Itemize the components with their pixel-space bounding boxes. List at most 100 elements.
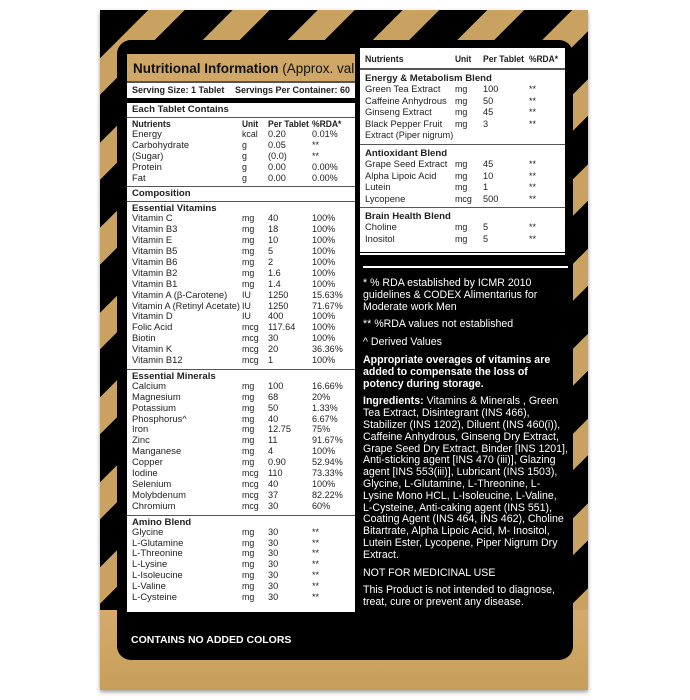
nutrient-rda: ** bbox=[312, 559, 320, 571]
blend-table: Nutrients Unit Per Tablet %RDA* Energy & Me… bbox=[360, 48, 565, 256]
nutrient-unit: IU bbox=[242, 311, 251, 323]
overages-note: Appropriate overages of vitamins are add… bbox=[363, 353, 551, 390]
nutrient-unit: mg bbox=[242, 570, 255, 582]
nutrient-unit: g bbox=[242, 139, 247, 151]
ingredients: Ingredients: Vitamins & Minerals , Green… bbox=[363, 395, 568, 561]
nutrient-name: Inositol bbox=[365, 233, 395, 245]
nutrient-unit: mg bbox=[242, 224, 255, 236]
nutrient-unit: g bbox=[242, 161, 247, 173]
nutrient-amount: 68 bbox=[268, 391, 279, 403]
nutrient-amount: 4 bbox=[268, 446, 274, 458]
nutrient-unit: mcg bbox=[242, 468, 259, 480]
nutrient-row: Calcium mg 100 16.66% bbox=[127, 380, 355, 393]
nutrient-rda: 100% bbox=[312, 311, 336, 323]
nutrient-name: Alpha Lipoic Acid bbox=[365, 170, 437, 182]
nutrient-unit: kcal bbox=[242, 129, 258, 140]
nutrient-unit: mg bbox=[455, 118, 468, 130]
divider bbox=[127, 117, 355, 118]
disclaimer: This Product is not intended to diagnose… bbox=[363, 584, 555, 609]
nutrient-row: Grape Seed Extract mg 45 ** bbox=[360, 159, 565, 171]
nutrient-name: Vitamin B3 bbox=[132, 224, 178, 236]
nutrient-amount: 0.00 bbox=[268, 172, 286, 184]
nutrient-rda: 100% bbox=[312, 213, 336, 225]
nutrient-row: Lutein mg 1 ** bbox=[360, 182, 565, 194]
divider bbox=[127, 201, 355, 203]
nutrient-name: Vitamin B2 bbox=[132, 267, 178, 279]
nutrient-rda: 15.63% bbox=[312, 289, 343, 301]
nutrient-unit: g bbox=[242, 150, 247, 162]
nutrient-row: L-Threonine mg 30 ** bbox=[127, 548, 355, 560]
nutrient-name: Copper bbox=[132, 457, 163, 469]
nutrient-row: Energy kcal 0.20 0.01% bbox=[127, 129, 355, 141]
nutrient-name: Zinc bbox=[132, 435, 150, 447]
nutrient-amount: 0.05 bbox=[268, 139, 286, 151]
section-heading: Essential Vitamins bbox=[132, 203, 217, 215]
nutrient-unit: mg bbox=[242, 267, 255, 279]
nutrient-name: Biotin bbox=[132, 333, 156, 345]
nutrient-name: Folic Acid bbox=[132, 322, 173, 334]
column-header: Per Tablet bbox=[483, 54, 525, 64]
nutrient-rda: ** bbox=[312, 581, 320, 593]
nutrient-row: Phosphorus^ mg 40 6.67% bbox=[127, 413, 355, 426]
nutrient-amount: 45 bbox=[483, 107, 494, 119]
nutrient-name: Vitamin C bbox=[132, 213, 173, 225]
nutrient-amount: 1250 bbox=[268, 300, 289, 312]
nutrient-row: Vitamin K mcg 20 36.36% bbox=[127, 344, 355, 356]
column-headers: Nutrients Unit Per Tablet %RDA* bbox=[360, 48, 565, 70]
nutrient-rda: 6.67% bbox=[312, 413, 338, 425]
nutrient-row: Protein g 0.00 0.00% bbox=[127, 161, 355, 174]
nutrient-amount: 30 bbox=[268, 570, 279, 582]
nutrient-unit: mg bbox=[455, 222, 468, 234]
nutrient-amount: 11 bbox=[268, 435, 278, 447]
nutrient-amount: 1.4 bbox=[268, 278, 281, 290]
nutrient-name: Vitamin B1 bbox=[132, 278, 178, 290]
nutrient-name: Molybdenum bbox=[132, 489, 186, 501]
nutrient-row: Black Pepper Fruit mg 3 ** bbox=[360, 119, 565, 131]
nutrient-row: Vitamin B2 mg 1.6 100% bbox=[127, 267, 355, 280]
nutrient-rda: 0.01% bbox=[312, 129, 338, 140]
nutrient-name: Lycopene bbox=[365, 193, 406, 205]
column-headers: Nutrients Unit Per Tablet %RDA* bbox=[127, 118, 355, 130]
nutrient-name: Protein bbox=[132, 161, 162, 173]
nutrient-name: Iron bbox=[132, 424, 149, 436]
nutrient-row: Vitamin B1 mg 1.4 100% bbox=[127, 278, 355, 291]
nutrient-row: Choline mg 5 ** bbox=[360, 222, 565, 234]
nutrient-unit: mg bbox=[242, 591, 255, 603]
nutrient-name: L-Isoleucine bbox=[132, 570, 183, 582]
nutrient-rda: ** bbox=[529, 107, 536, 119]
nutrient-unit: mg bbox=[455, 170, 468, 182]
nutrient-row: L-Lysine mg 30 ** bbox=[127, 559, 355, 571]
nutrient-row: Copper mg 0.90 52.94% bbox=[127, 457, 355, 469]
nutrient-name: L-Valine bbox=[132, 581, 166, 593]
nutrient-row: L-Valine mg 30 ** bbox=[127, 581, 355, 593]
nutrient-unit: mg bbox=[242, 380, 255, 392]
nutrient-rda: ** bbox=[312, 537, 320, 549]
basic-nutrients: Energy kcal 0.20 0.01% Carbohydrate g 0.05 ** (S… bbox=[127, 129, 355, 184]
nutrient-row: Selenium mcg 40 100% bbox=[127, 478, 355, 491]
nutrient-rda: ** bbox=[529, 222, 536, 234]
nutrient-row: L-Glutamine mg 30 ** bbox=[127, 537, 355, 550]
nutrient-unit: mg bbox=[242, 537, 255, 549]
nutrient-rda: ** bbox=[312, 150, 320, 162]
nutrient-rda: ** bbox=[529, 182, 536, 194]
nutrient-rda: ** bbox=[529, 233, 536, 245]
nutrient-amount: 30 bbox=[268, 559, 279, 571]
nutrient-amount: 10 bbox=[268, 235, 279, 247]
nutrient-rda: ** bbox=[312, 570, 320, 582]
nutrient-amount: 100 bbox=[483, 84, 499, 95]
nutrient-rda: ** bbox=[312, 139, 320, 151]
nutrient-amount: 0.00 bbox=[268, 161, 286, 173]
nutrient-unit: mcg bbox=[242, 322, 259, 334]
nutrient-amount: 10 bbox=[483, 170, 494, 182]
nutrient-amount: 2 bbox=[268, 257, 274, 269]
column-header: %RDA* bbox=[529, 54, 558, 64]
nutrient-rda: 100% bbox=[312, 246, 336, 258]
nutrient-amount: 30 bbox=[268, 581, 279, 593]
composition-heading: Composition bbox=[132, 188, 191, 200]
nutrient-row: Vitamin B3 mg 18 100% bbox=[127, 224, 355, 236]
nutrient-rda: ** bbox=[529, 84, 536, 95]
nutrient-unit: mg bbox=[242, 446, 255, 458]
nutrient-rda: 100% bbox=[312, 478, 336, 490]
nutrient-name: Choline bbox=[365, 222, 397, 234]
nutrient-unit: mg bbox=[242, 257, 255, 269]
